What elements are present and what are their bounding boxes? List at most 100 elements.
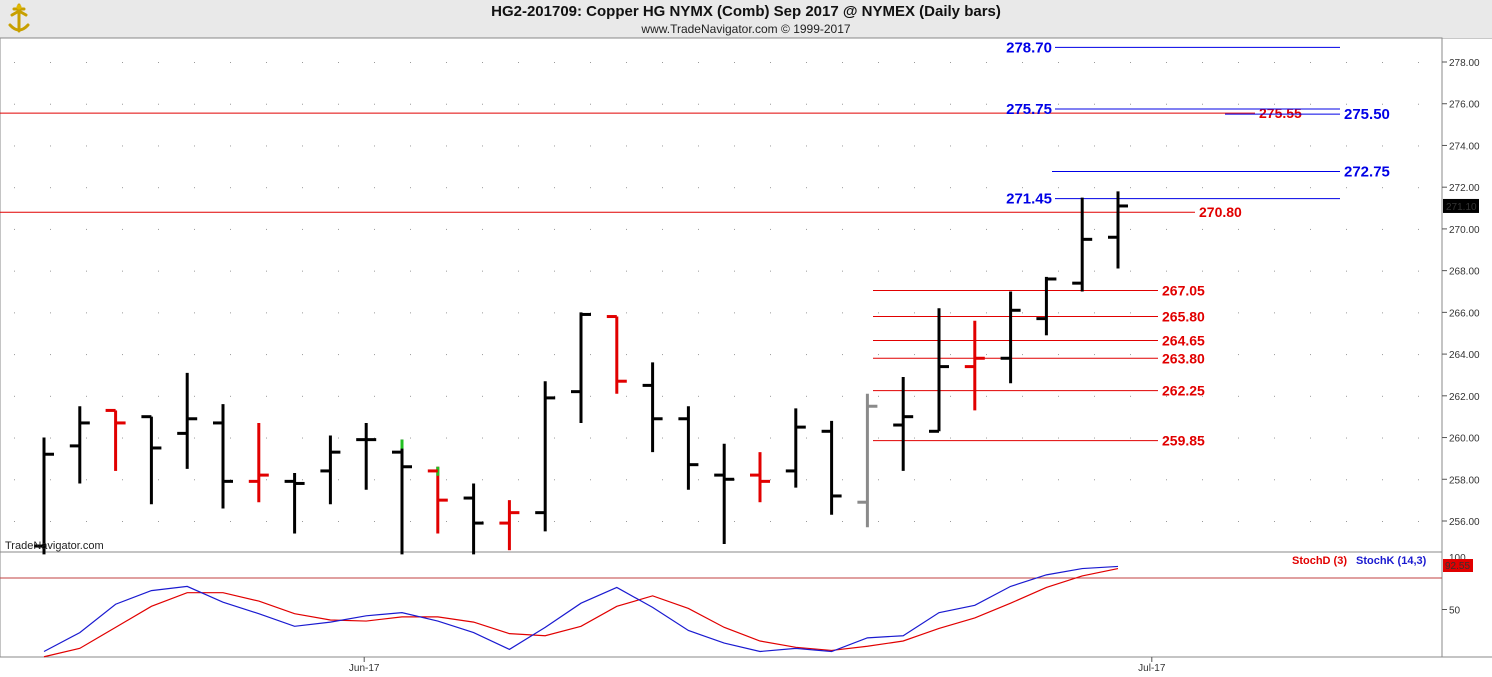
grid-dot xyxy=(1202,521,1203,522)
grid-dot xyxy=(878,103,879,105)
level-label: 278.70 xyxy=(1006,39,1052,56)
price-tick-label: 258.00 xyxy=(1449,475,1480,486)
grid-dot xyxy=(122,354,123,356)
grid-dot xyxy=(986,479,987,481)
grid-dot xyxy=(1094,62,1095,63)
grid-dot xyxy=(842,354,843,356)
level-label: 270.80 xyxy=(1199,204,1242,220)
grid-dot xyxy=(518,437,519,439)
grid-dot xyxy=(1274,437,1275,439)
grid-dot xyxy=(662,270,663,272)
grid-dot xyxy=(518,187,519,189)
grid-dot xyxy=(1346,479,1347,481)
grid-dot xyxy=(1310,354,1311,356)
grid-dot xyxy=(14,270,15,272)
grid-dot xyxy=(806,354,807,356)
grid-dot xyxy=(230,145,231,147)
grid-dot xyxy=(626,187,627,189)
grid-dot xyxy=(50,187,51,189)
grid-dot xyxy=(590,479,591,481)
grid-dot xyxy=(1022,103,1023,105)
grid-dot xyxy=(266,145,267,147)
grid-dot xyxy=(1058,187,1059,189)
grid-dot xyxy=(1022,479,1023,481)
grid-dot xyxy=(1382,270,1383,272)
grid-dot xyxy=(1418,103,1419,105)
grid-dot xyxy=(590,395,591,397)
grid-dot xyxy=(626,103,627,105)
grid-dot xyxy=(194,521,195,522)
grid-dot xyxy=(1310,103,1311,105)
grid-dot xyxy=(914,270,915,272)
grid-dot xyxy=(1166,228,1167,230)
grid-dot xyxy=(374,62,375,63)
grid-dot xyxy=(806,479,807,481)
grid-dot xyxy=(1238,437,1239,439)
ohlc-bar xyxy=(427,466,448,534)
grid-dot xyxy=(554,103,555,105)
grid-dot xyxy=(50,395,51,397)
grid-dot xyxy=(482,145,483,147)
level-label: 265.80 xyxy=(1162,309,1205,325)
grid-dot xyxy=(86,395,87,397)
grid-dot xyxy=(554,395,555,397)
grid-dot xyxy=(662,145,663,147)
grid-dot xyxy=(1382,395,1383,397)
grid-dot xyxy=(1346,521,1347,522)
grid-dot xyxy=(878,62,879,63)
grid-dot xyxy=(950,521,951,522)
grid-dot xyxy=(302,270,303,272)
grid-dot xyxy=(338,62,339,63)
grid-dot xyxy=(950,312,951,314)
grid-dot xyxy=(50,479,51,481)
grid-dot xyxy=(86,521,87,522)
grid-dot xyxy=(1382,312,1383,314)
grid-dot xyxy=(194,395,195,397)
grid-dot xyxy=(1418,187,1419,189)
price-tick-label: 274.00 xyxy=(1449,141,1480,152)
grid-dot xyxy=(230,395,231,397)
grid-dot xyxy=(230,187,231,189)
grid-dot xyxy=(986,354,987,356)
grid-dot xyxy=(734,521,735,522)
grid-dot xyxy=(230,521,231,522)
ohlc-bar xyxy=(69,406,90,484)
grid-dot xyxy=(410,145,411,147)
grid-dot xyxy=(698,187,699,189)
date-tick-label: Jun-17 xyxy=(349,663,380,674)
grid-dot xyxy=(698,103,699,105)
grid-dot xyxy=(986,145,987,147)
grid-dot xyxy=(662,354,663,356)
grid-dot xyxy=(878,437,879,439)
grid-dot xyxy=(338,354,339,356)
grid-dot xyxy=(950,270,951,272)
grid-dot xyxy=(122,312,123,314)
grid-dot xyxy=(518,103,519,105)
grid-dot xyxy=(482,270,483,272)
grid-dot xyxy=(158,62,159,63)
grid-dot xyxy=(1058,479,1059,481)
grid-dot xyxy=(770,270,771,272)
grid-dot xyxy=(374,479,375,481)
grid-dot xyxy=(1346,270,1347,272)
grid-dot xyxy=(770,312,771,314)
price-tick-label: 260.00 xyxy=(1449,434,1480,445)
grid-dot xyxy=(302,62,303,63)
grid-dot xyxy=(1346,187,1347,189)
grid-dot xyxy=(1274,521,1275,522)
ohlc-bar xyxy=(1000,291,1021,384)
ohlc-bar xyxy=(606,315,627,394)
grid-dot xyxy=(986,228,987,230)
grid-dot xyxy=(86,354,87,356)
grid-dot xyxy=(1130,354,1131,356)
grid-dot xyxy=(1094,395,1095,397)
grid-dot xyxy=(518,395,519,397)
grid-dot xyxy=(878,145,879,147)
grid-dot xyxy=(1130,62,1131,63)
grid-dot xyxy=(50,521,51,522)
grid-dot xyxy=(302,103,303,105)
grid-dot xyxy=(1346,354,1347,356)
grid-dot xyxy=(1094,103,1095,105)
price-tick-label: 264.00 xyxy=(1449,350,1480,361)
